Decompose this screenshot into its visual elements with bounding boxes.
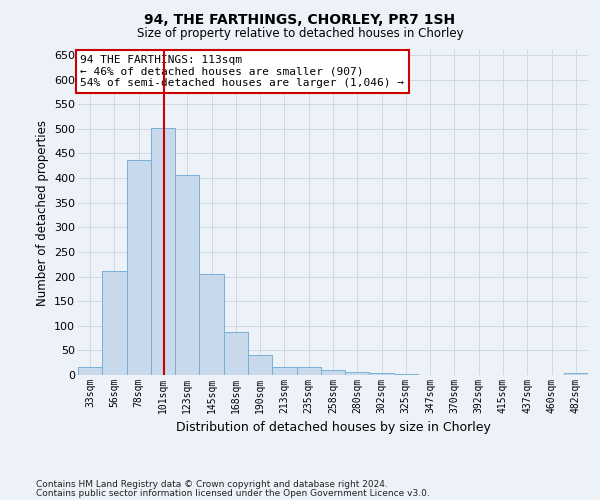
Bar: [564, 373, 588, 375]
Bar: [296, 367, 321, 375]
Bar: [151, 128, 175, 375]
Text: 94 THE FARTHINGS: 113sqm
← 46% of detached houses are smaller (907)
54% of semi-: 94 THE FARTHINGS: 113sqm ← 46% of detach…: [80, 55, 404, 88]
Text: Contains HM Land Registry data © Crown copyright and database right 2024.: Contains HM Land Registry data © Crown c…: [36, 480, 388, 489]
Bar: [102, 270, 127, 375]
Bar: [272, 367, 296, 375]
Bar: [248, 356, 272, 375]
Text: Contains public sector information licensed under the Open Government Licence v3: Contains public sector information licen…: [36, 488, 430, 498]
Bar: [224, 332, 248, 375]
Bar: [175, 175, 199, 375]
Bar: [127, 160, 151, 375]
Bar: [394, 374, 418, 375]
Bar: [345, 372, 370, 375]
Text: Size of property relative to detached houses in Chorley: Size of property relative to detached ho…: [137, 28, 463, 40]
Text: 94, THE FARTHINGS, CHORLEY, PR7 1SH: 94, THE FARTHINGS, CHORLEY, PR7 1SH: [145, 12, 455, 26]
Bar: [78, 367, 102, 375]
Bar: [321, 370, 345, 375]
Bar: [370, 372, 394, 375]
X-axis label: Distribution of detached houses by size in Chorley: Distribution of detached houses by size …: [176, 422, 490, 434]
Bar: [199, 274, 224, 375]
Y-axis label: Number of detached properties: Number of detached properties: [35, 120, 49, 306]
